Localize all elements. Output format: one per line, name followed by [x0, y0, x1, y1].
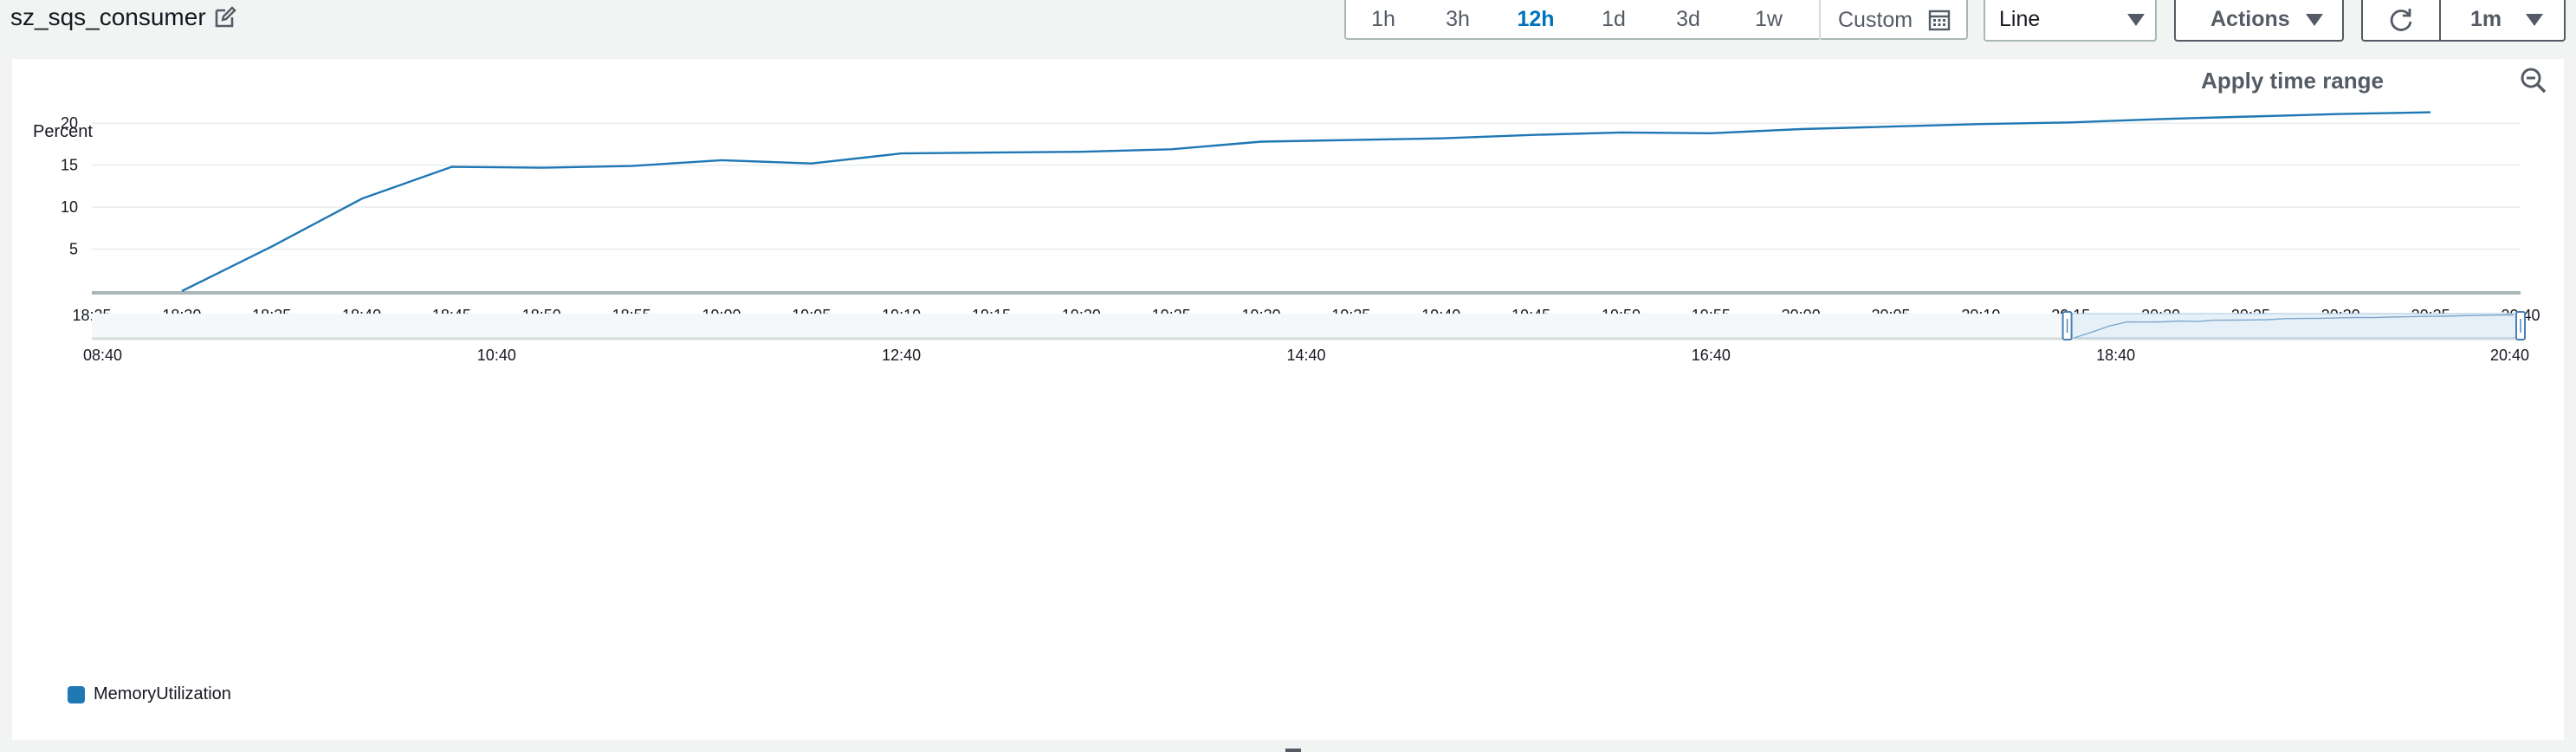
navigator-tick-label: 14:40: [1286, 347, 1325, 364]
widget-header: sz_sqs_consumer: [0, 0, 2576, 42]
y-axis-label: Percent: [33, 122, 93, 141]
y-tick-label: 15: [61, 157, 78, 174]
refresh-interval-select[interactable]: 1m: [2441, 0, 2567, 40]
legend-swatch: [68, 685, 85, 703]
zoom-out-icon[interactable]: [2519, 66, 2548, 95]
resize-handle[interactable]: [1285, 749, 1301, 752]
y-tick-label: 10: [61, 198, 78, 216]
range-1d-button[interactable]: 1d: [1602, 6, 1626, 31]
refresh-icon: [2390, 9, 2412, 31]
navigator-tick-label: 18:40: [2096, 347, 2135, 364]
range-1w-button[interactable]: 1w: [1755, 6, 1783, 31]
custom-range-label: Custom: [1838, 7, 1913, 32]
refresh-control: 1m: [2361, 0, 2566, 42]
refresh-button[interactable]: [2363, 0, 2441, 40]
calendar-icon: [1928, 10, 1951, 31]
range-3h-button[interactable]: 3h: [1446, 6, 1470, 31]
time-range-selector: 1h 3h 12h 1d 3d 1w Custom: [1344, 0, 1968, 40]
legend-item[interactable]: MemoryUtilization: [68, 684, 231, 704]
refresh-interval-value: 1m: [2470, 7, 2502, 31]
navigator-series-line: [2074, 314, 2515, 339]
series-line-memory-utilization[interactable]: [181, 111, 2431, 293]
apply-time-range-link[interactable]: Apply time range: [2201, 68, 2384, 94]
range-12h-button[interactable]: 12h: [1517, 6, 1555, 31]
chevron-down-icon: [2526, 14, 2543, 26]
actions-button[interactable]: Actions: [2174, 0, 2344, 42]
y-tick-label: 20: [61, 114, 78, 132]
edit-icon[interactable]: [213, 5, 237, 29]
navigator-tick-label: 20:40: [2490, 347, 2529, 364]
navigator-tick-label: 10:40: [477, 347, 516, 364]
chevron-down-icon: [2306, 14, 2323, 26]
graph-type-select[interactable]: Line: [1984, 0, 2157, 42]
navigator-tick-label: 16:40: [1692, 347, 1731, 364]
graph-type-value: Line: [1999, 7, 2041, 31]
navigator-tick-label: 08:40: [83, 347, 122, 364]
custom-range-button[interactable]: Custom: [1819, 0, 1970, 40]
navigator-selection[interactable]: [2067, 313, 2521, 339]
range-3d-button[interactable]: 3d: [1676, 6, 1700, 31]
chevron-down-icon: [2127, 14, 2145, 26]
legend-label: MemoryUtilization: [94, 684, 231, 703]
navigator-tick-label: 12:40: [882, 347, 921, 364]
y-tick-label: 5: [69, 241, 78, 258]
widget-title: sz_sqs_consumer: [10, 3, 206, 30]
actions-label: Actions: [2210, 7, 2290, 31]
range-1h-button[interactable]: 1h: [1371, 6, 1395, 31]
